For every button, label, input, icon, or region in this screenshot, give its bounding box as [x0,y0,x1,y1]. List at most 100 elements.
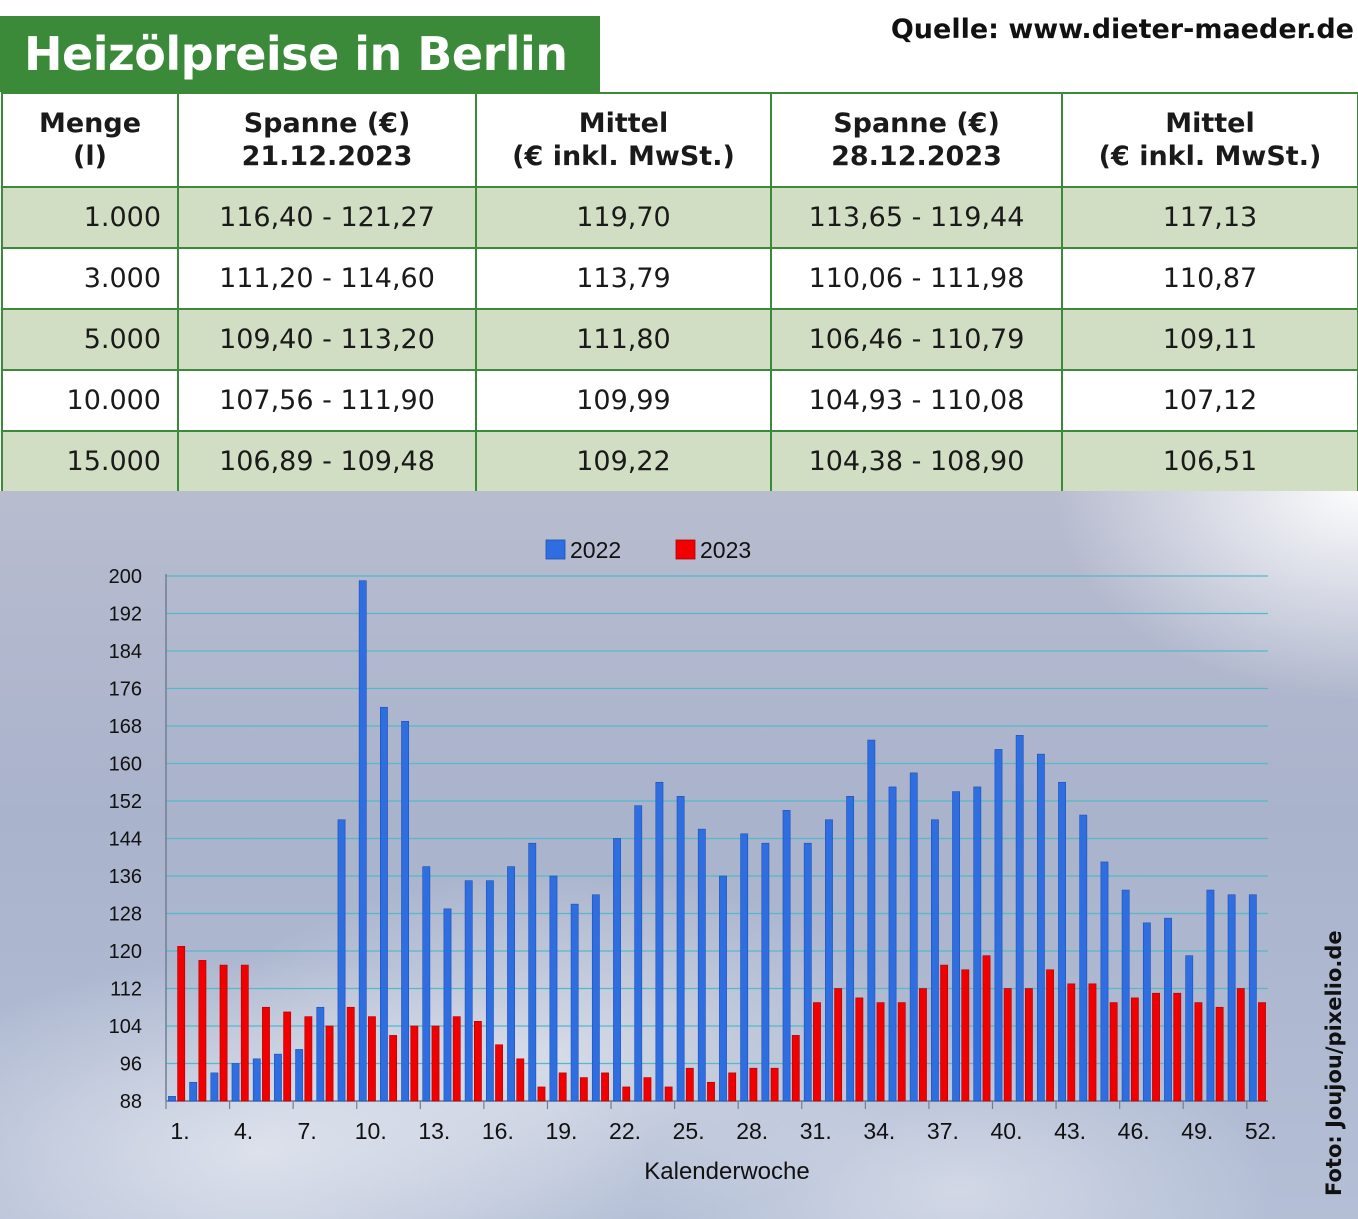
bar-2023-week-19 [558,1072,567,1102]
x-tick-label: 10. [355,1118,387,1144]
bar-2023-week-32 [834,988,843,1102]
bar-2023-week-7 [304,1016,313,1102]
bar-2022-week-7 [295,1049,304,1102]
y-tick-label: 176 [109,679,142,701]
cell-mean-2: 110,87 [1061,247,1358,310]
y-tick-label: 160 [109,754,142,776]
x-tick-label: 25. [673,1118,705,1144]
x-tick-label: 52. [1245,1118,1277,1144]
cell-range-2: 104,38 - 108,90 [770,430,1063,493]
bar-2022-week-30 [782,810,791,1102]
y-tick-label: 184 [109,641,142,663]
bar-2023-week-6 [283,1011,292,1102]
bar-2022-week-5 [252,1058,261,1102]
y-tick-label: 136 [109,866,142,888]
bar-2023-week-22 [622,1086,631,1102]
table-header-row: Menge (l) Spanne (€) 21.12.2023 Mittel (€ i… [1,92,1358,188]
cell-mean-1: 119,70 [475,186,772,249]
bar-2022-week-24 [655,781,664,1102]
x-tick-label: 31. [800,1118,832,1144]
y-tick-label: 200 [109,566,142,588]
bar-2023-week-44 [1088,983,1097,1102]
table-row: 3.000 111,20 - 114,60 113,79 110,06 - 11… [1,247,1358,310]
cell-mean-2: 106,51 [1061,430,1358,493]
bar-2022-week-48 [1164,917,1172,1102]
y-tick-label: 128 [109,904,142,926]
y-tick-label: 144 [109,829,142,851]
bar-2022-week-42 [1036,753,1045,1102]
x-tick-label: 16. [482,1118,514,1144]
bar-2022-week-45 [1100,861,1109,1102]
bar-2022-week-36 [909,772,918,1102]
y-tick-label: 96 [120,1054,142,1076]
bar-2023-week-25 [685,1067,694,1102]
cell-range-1: 116,40 - 121,27 [177,186,477,249]
photo-credit: Foto: Joujou/pixelio.de [1322,930,1346,1196]
bar-2023-week-49 [1194,1002,1203,1102]
cell-range-1: 109,40 - 113,20 [177,308,477,371]
bar-2022-week-29 [761,842,770,1102]
cell-quantity: 15.000 [1,430,179,493]
cell-range-1: 106,89 - 109,48 [177,430,477,493]
bar-2023-week-35 [897,1002,906,1102]
bar-2022-week-46 [1121,889,1130,1102]
table-row: 5.000 109,40 - 113,20 111,80 106,46 - 11… [1,308,1358,371]
bar-2022-week-47 [1142,922,1151,1102]
y-tick-label: 152 [109,791,142,813]
bar-2023-week-40 [1003,988,1012,1102]
bar-2022-week-18 [528,842,537,1102]
bar-2022-week-26 [697,828,706,1102]
bar-2023-week-4 [240,964,249,1102]
header-mean-1: Mittel (€ inkl. MwSt.) [475,92,772,188]
bar-2022-week-33 [846,796,855,1102]
bar-2023-week-18 [537,1086,546,1102]
bar-2023-week-38 [961,969,970,1102]
bar-2023-week-47 [1152,992,1160,1102]
bar-2023-week-9 [346,1006,355,1102]
bar-2023-week-37 [940,964,949,1102]
cell-mean-2: 107,12 [1061,369,1358,432]
bar-2022-week-19 [549,875,558,1102]
cell-mean-1: 111,80 [475,308,772,371]
y-tick-label: 192 [109,604,142,626]
bar-2023-week-13 [431,1025,440,1102]
bar-2022-week-6 [274,1053,282,1102]
cell-range-1: 111,20 - 114,60 [177,247,477,310]
legend-swatch-2023 [675,539,696,560]
bar-2023-week-29 [770,1067,779,1102]
bar-2022-week-50 [1206,889,1215,1102]
bar-2023-week-3 [219,964,228,1102]
bar-2023-week-42 [1046,969,1054,1102]
bar-2023-week-31 [813,1002,821,1102]
bar-2022-week-23 [634,805,643,1102]
bar-2023-week-20 [579,1077,588,1102]
x-tick-label: 37. [927,1118,959,1144]
bar-2023-week-34 [876,1002,885,1102]
bar-2023-week-21 [601,1072,609,1102]
bar-2022-week-34 [867,739,876,1102]
bar-2022-week-52 [1248,894,1257,1102]
bar-2023-week-12 [410,1025,419,1102]
x-tick-label: 46. [1118,1118,1150,1144]
bar-2022-week-37 [931,819,939,1102]
bar-2022-week-44 [1079,814,1088,1102]
bar-2022-week-49 [1185,955,1194,1102]
bar-2022-week-32 [825,819,833,1102]
bar-2022-week-22 [613,838,621,1102]
bar-2022-week-25 [676,796,685,1102]
table-row: 10.000 107,56 - 111,90 109,99 104,93 - 1… [1,369,1358,432]
bar-2022-week-21 [591,894,600,1102]
cell-mean-2: 117,13 [1061,186,1358,249]
bar-2022-week-27 [719,875,727,1102]
bar-2023-week-11 [389,1035,398,1102]
bar-2023-week-26 [707,1081,715,1102]
chart-panel: 88 96 104 112 120 128 136 144 152 160 168 176 184 192… [0,491,1358,1219]
x-tick-label: 22. [609,1118,641,1144]
bar-2022-week-38 [952,791,961,1102]
bar-2023-week-14 [452,1016,461,1102]
header-range-2: Spanne (€) 28.12.2023 [770,92,1063,188]
header-mean-2: Mittel (€ inkl. MwSt.) [1061,92,1358,188]
bar-2023-week-36 [919,988,927,1102]
x-tick-label: 34. [863,1118,895,1144]
cell-mean-2: 109,11 [1061,308,1358,371]
